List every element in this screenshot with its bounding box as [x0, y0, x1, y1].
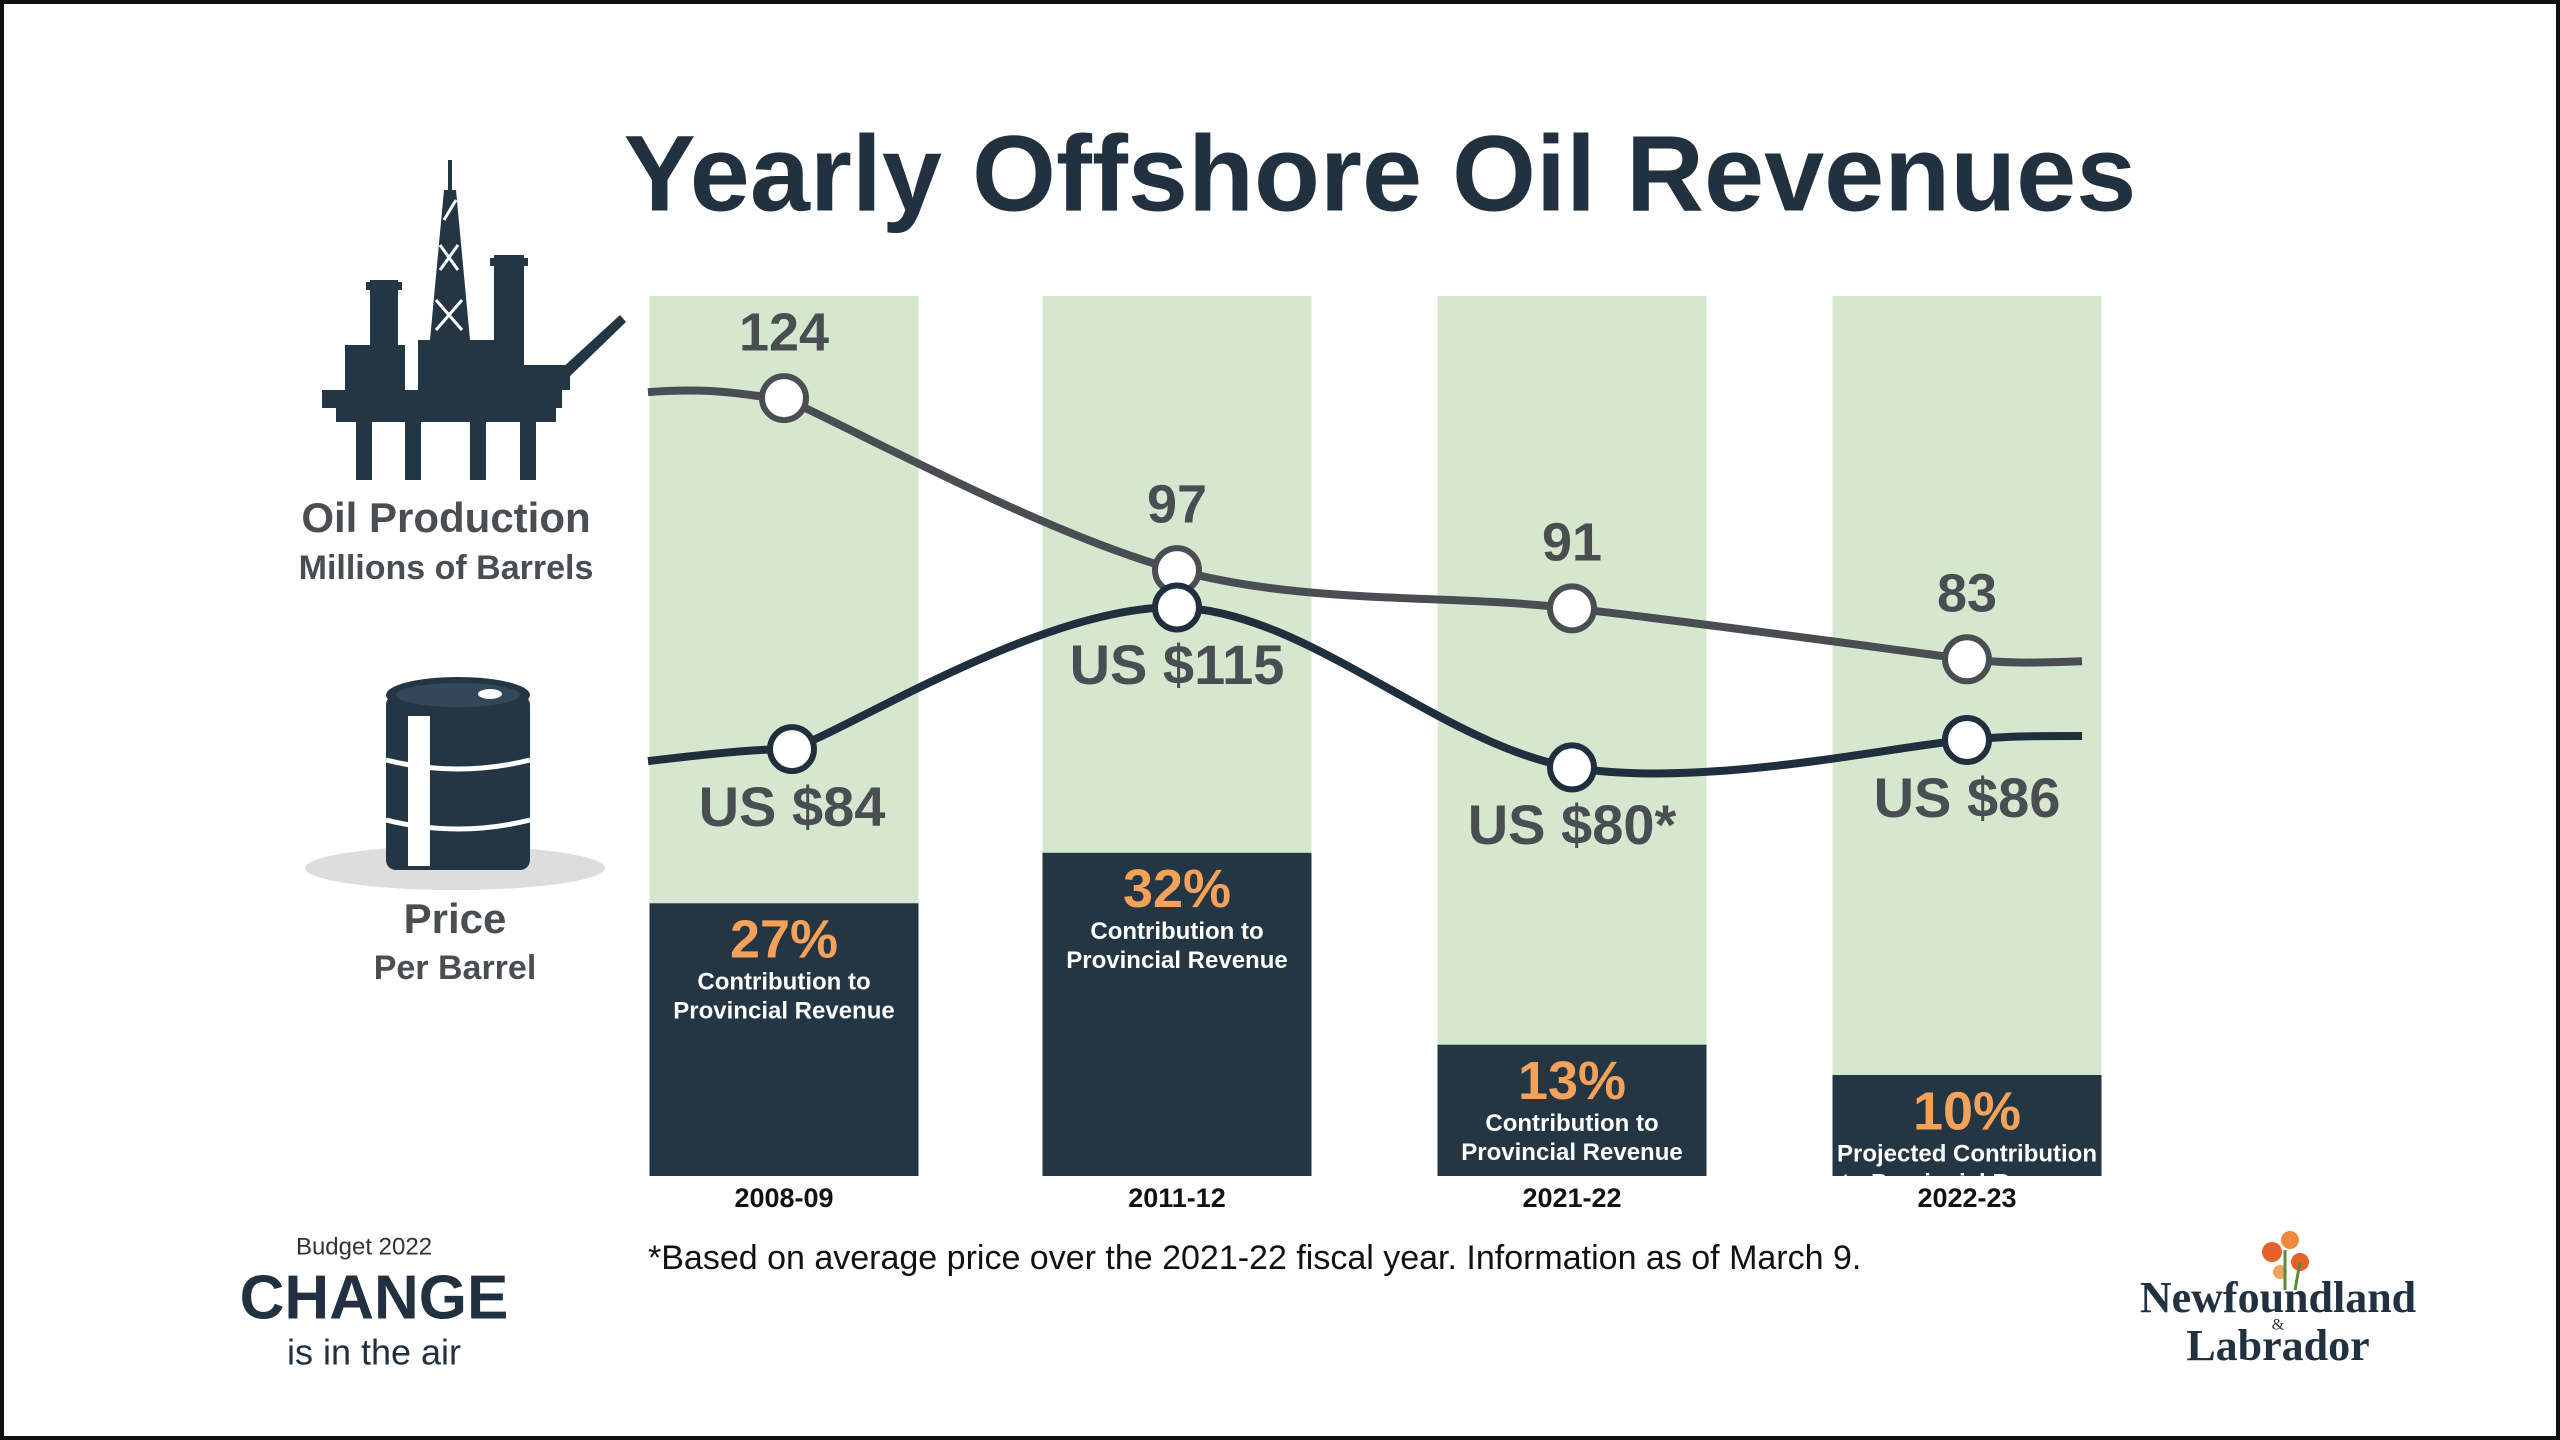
data-point [1942, 714, 1992, 765]
logo-line1: Newfoundland [2140, 1273, 2416, 1322]
bar-value-label: 13% [1518, 1051, 1626, 1111]
data-point [767, 724, 817, 775]
series-line [782, 394, 1968, 664]
logo-ampersand: & [2272, 1317, 2285, 1334]
barrel-icon [385, 677, 531, 870]
oil-rig-icon [322, 160, 626, 480]
price-legend-unit: Per Barrel [374, 949, 537, 987]
bar [649, 903, 919, 1176]
bar [1437, 1044, 1707, 1176]
data-label: 97 [1147, 474, 1207, 534]
footnote: *Based on average price over the 2021-22… [648, 1239, 1861, 1277]
data-label: US $84 [699, 775, 886, 838]
production-legend-unit: Millions of Barrels [299, 549, 594, 587]
series-line [790, 603, 1968, 778]
data-point [1152, 582, 1202, 633]
budget-label: Budget 2022 [296, 1233, 432, 1260]
tagline: is in the air [287, 1332, 461, 1373]
bar-caption: Contribution to [1485, 1110, 1658, 1137]
bar-caption: Projected Contribution [1837, 1140, 2097, 1167]
bar-caption: Contribution to [697, 969, 870, 996]
data-point [759, 373, 809, 424]
logo-line2: Labrador [2186, 1321, 2369, 1370]
x-tick-label: 2011-12 [1128, 1183, 1226, 1213]
data-label: 83 [1937, 564, 1997, 624]
data-label: 91 [1542, 513, 1602, 573]
x-tick-label: 2008-09 [734, 1183, 833, 1213]
bar-caption: to Provincial Revenue [1842, 1169, 2093, 1196]
data-label: 124 [739, 302, 829, 362]
x-tick-label: 2022-23 [1917, 1183, 2016, 1213]
bar-value-label: 32% [1123, 859, 1231, 919]
x-tick-label: 2021-22 [1522, 1183, 1621, 1213]
bar-caption: Provincial Revenue [1461, 1139, 1682, 1166]
data-point [1942, 634, 1992, 685]
data-label: US $86 [1874, 766, 2061, 829]
bar [1832, 1075, 2102, 1176]
bar-caption: Provincial Revenue [673, 998, 894, 1025]
rig-lattice [434, 199, 464, 331]
bar-caption: Contribution to [1090, 918, 1263, 945]
bar [1042, 852, 1312, 1176]
data-point [1547, 742, 1597, 793]
bar-value-label: 10% [1913, 1081, 2021, 1141]
bar-value-label: 27% [730, 910, 838, 970]
data-label: US $115 [1070, 633, 1285, 696]
bar-caption: Provincial Revenue [1066, 947, 1287, 974]
slogan: CHANGE [240, 1263, 509, 1332]
logo-flower [2262, 1231, 2309, 1291]
data-label: US $80* [1468, 793, 1677, 856]
price-legend-name: Price [404, 895, 507, 942]
production-legend-name: Oil Production [301, 494, 590, 541]
chart-title: Yearly Offshore Oil Revenues [624, 113, 2137, 234]
data-point [1547, 583, 1597, 634]
